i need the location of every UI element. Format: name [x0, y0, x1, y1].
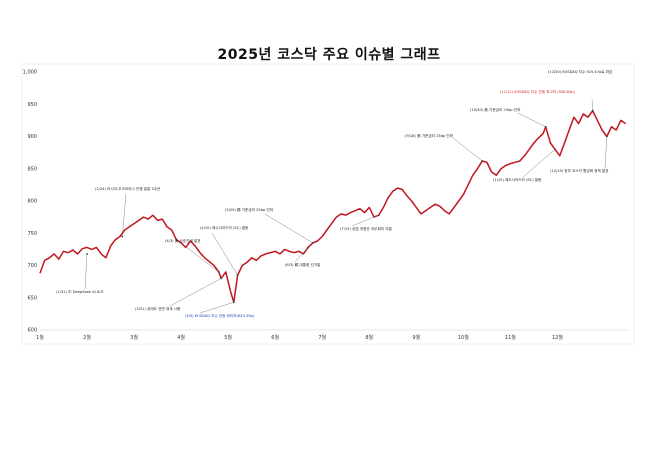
series-line	[39, 109, 627, 304]
annotation-label: (2/24) 러시아-우크라이나 전쟁 발발 3주년	[95, 186, 160, 191]
annotation-label: (4/10) 매수사이드카 (SC) 발동	[200, 225, 249, 230]
y-tick-label: 650	[27, 295, 37, 301]
annotation-label: (4/3) 美 상호관세 발표	[165, 238, 201, 243]
annotation-leader	[169, 278, 222, 307]
x-tick-label: 8월	[365, 334, 373, 341]
annotation-point	[220, 277, 223, 280]
annotation-point	[311, 242, 314, 244]
annotation-leader	[294, 247, 309, 263]
annotation-leader	[122, 193, 127, 237]
x-tick-label: 12월	[552, 334, 563, 341]
annotation-label: (11/11) KOSDAQ 지수 연중 최고치 (938.83p)	[500, 89, 575, 94]
annotation-leader	[517, 112, 546, 128]
x-tick-label: 3월	[130, 334, 138, 341]
annotation-label: (1/31) 中 DeepSeek AI 쇼크	[56, 289, 104, 294]
x-tick-label: 4월	[177, 334, 185, 341]
x-tick-label: 6월	[271, 334, 279, 341]
y-tick-label: 800	[27, 199, 37, 205]
x-tick-label: 7월	[318, 334, 326, 341]
x-tick-label: 5월	[224, 334, 232, 341]
annotation-leader	[211, 232, 238, 276]
annotation-label: (3/31) 공매도 전면 재개 시행	[135, 306, 180, 311]
annotation-label: (12/19) 정부 코스닥 활성화 정책 발표	[550, 168, 609, 173]
annotation-leader	[84, 253, 88, 290]
annotation-label: (9/18) 美 기준금리 25bp 인하	[405, 133, 454, 138]
x-axis: 1월 2월 3월 4월 5월 6월 7월 8월 9월 10월 11월 12월	[36, 334, 563, 341]
plot-border	[21, 63, 635, 345]
annotation-leader	[591, 99, 593, 111]
y-tick-label: 600	[27, 328, 37, 334]
annotation-leader	[604, 136, 608, 169]
annotation-point	[591, 109, 594, 112]
annotation-point	[544, 125, 547, 128]
annotation-label: (7/15) 상법 개정안 국무회의 의결	[340, 226, 392, 231]
annotation-leader	[351, 215, 379, 227]
annotation-point	[605, 135, 608, 138]
y-tick-label: 700	[27, 263, 37, 269]
x-tick-label: 2월	[83, 334, 91, 341]
annotation-leader	[184, 245, 219, 273]
annotation-point	[217, 271, 220, 273]
x-tick-label: 1월	[36, 334, 44, 341]
x-tick-label: 11월	[505, 334, 516, 341]
annotation-label: (10/30) 美 기준금리 25bp 인하	[470, 107, 521, 112]
annotation-point	[481, 160, 484, 162]
series-layer	[39, 109, 627, 304]
y-tick-label: 1,000	[23, 70, 37, 76]
y-tick-label: 950	[27, 102, 37, 108]
annotation-point	[377, 214, 380, 217]
annotation-leader	[452, 137, 483, 162]
x-tick-label: 10월	[458, 334, 469, 341]
annotation-leader	[522, 149, 556, 178]
annotation-point	[86, 252, 88, 255]
y-axis: 1,000 950 900 850 800 750 700 650 600	[23, 70, 37, 334]
annotation-point	[307, 246, 310, 249]
plot-frame	[21, 63, 635, 345]
y-tick-label: 750	[27, 231, 37, 237]
annotation-layer: (12/30) KOSDAQ 지수 925.47p로 마감 (11/11) KOS…	[56, 69, 613, 318]
chart-title: 2025년 코스닥 주요 이슈별 그래프	[217, 47, 441, 63]
annotation-point	[121, 235, 124, 238]
annotation-leader	[199, 302, 234, 314]
annotation-label: (5/29) 韓 기준금리 25bp 인하	[225, 207, 274, 212]
annotation-leader	[264, 213, 313, 244]
annotation-label: (12/30) KOSDAQ 지수 925.47p로 마감	[548, 69, 613, 74]
x-tick-label: 9월	[412, 334, 420, 341]
annotation-label: (6/3) 韓 대통령 선거일	[285, 262, 320, 267]
annotation-point	[232, 301, 235, 304]
annotation-label: (11/5) 매도사이드카 (SC) 발동	[493, 177, 542, 182]
y-tick-label: 900	[27, 134, 37, 140]
y-tick-label: 850	[27, 166, 37, 172]
annotation-label: (4/9) KOSDAQ 지수 연중 최저치(643.39p)	[185, 313, 255, 318]
annotation-point	[236, 274, 239, 277]
annotation-point	[554, 148, 556, 151]
